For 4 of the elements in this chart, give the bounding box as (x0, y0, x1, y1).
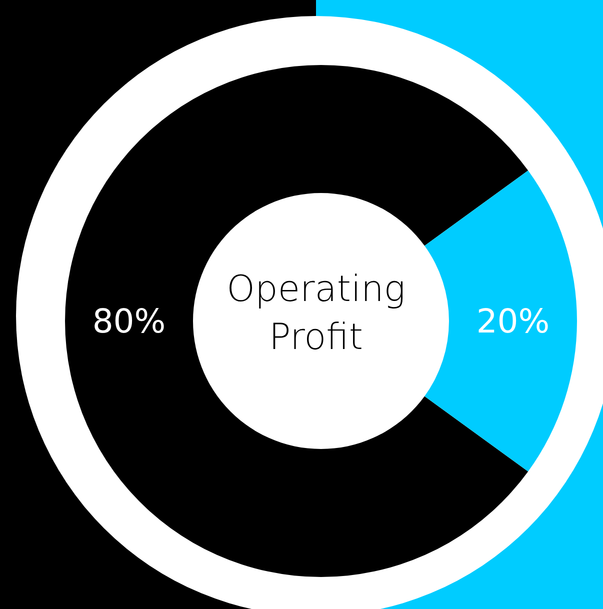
data-label: 80% (92, 302, 166, 340)
data-label: 20% (476, 302, 550, 340)
text: Operating Profit (226, 269, 406, 358)
donut-slice (424, 170, 577, 472)
